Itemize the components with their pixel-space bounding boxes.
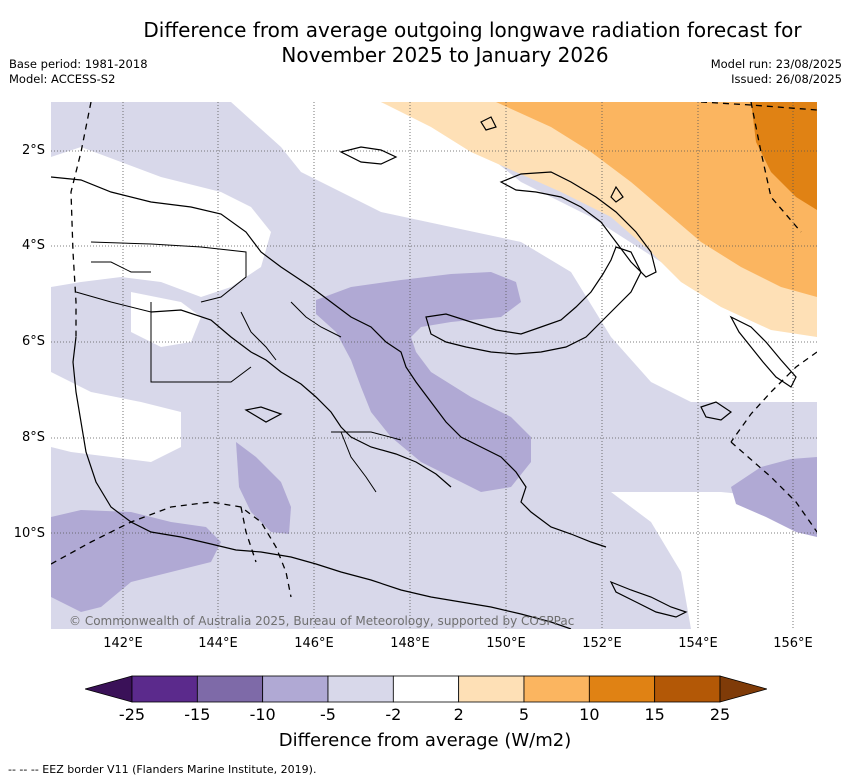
lon-label-150e: 150°E (486, 636, 526, 651)
colorbar-segment (588, 675, 656, 703)
colorbar-tick-label: -2 (385, 705, 402, 724)
meta-right: Model run: 23/08/2025 Issued: 26/08/2025 (711, 57, 842, 87)
positive-10-15 (751, 102, 817, 210)
title-line-1: Difference from average outgoing longwav… (143, 18, 802, 42)
lat-label-4s: 4°S (21, 238, 45, 253)
colorbar-tick-label: 15 (644, 705, 665, 724)
lat-label-8s: 8°S (21, 430, 45, 445)
negative-southwest (51, 510, 221, 612)
eez-legend-note: -- -- -- EEZ border V11 (Flanders Marine… (8, 763, 317, 776)
colorbar-extend-high (719, 675, 767, 703)
model-run: Model run: 23/08/2025 (710, 57, 842, 71)
colorbar-segment (262, 675, 329, 703)
lon-label-152e: 152°E (582, 636, 622, 651)
colorbar-tick-label: 2 (453, 705, 464, 724)
base-period: Base period: 1981-2018 (9, 57, 148, 71)
meta-left: Base period: 1981-2018 Model: ACCESS-S2 (9, 57, 148, 87)
issued-date: Issued: 26/08/2025 (731, 72, 842, 86)
colorbar-segment (523, 675, 590, 703)
colorbar-tick-label: -10 (249, 705, 276, 724)
colorbar-tick-label: -5 (320, 705, 336, 724)
colorbar-tick-label: 25 (709, 705, 731, 724)
model-name: Model: ACCESS-S2 (9, 72, 116, 86)
map-panel (51, 102, 817, 629)
colorbar-segment (196, 675, 264, 703)
colorbar-tick-label: 10 (579, 705, 600, 724)
copyright-notice: © Commonwealth of Australia 2025, Bureau… (69, 614, 575, 628)
positive-5-10 (496, 102, 817, 297)
colorbar-canvas (85, 675, 767, 703)
lon-label-146e: 146°E (294, 636, 334, 651)
neutral-south (611, 492, 817, 629)
colorbar-segment (654, 675, 721, 703)
eez-borders (51, 102, 817, 598)
colorbar-tick-label: 5 (518, 705, 530, 724)
coastline (51, 116, 797, 629)
neutral-left-blob (51, 147, 271, 297)
lon-label-148e: 148°E (390, 636, 430, 651)
map-title: Difference from average outgoing longwav… (0, 18, 850, 68)
lon-label-144e: 144°E (198, 636, 238, 651)
lat-label-10s: 10°S (13, 526, 45, 541)
neutral-band (231, 102, 817, 402)
colorbar-segment (327, 675, 394, 703)
colorbar-segment (131, 675, 198, 703)
colorbar-extend-low (85, 675, 133, 703)
colorbar-segment (392, 675, 460, 703)
negative-east (731, 457, 817, 537)
provincial-borders (75, 241, 402, 493)
lon-label-156e: 156°E (773, 636, 813, 651)
lon-label-142e: 142°E (103, 636, 143, 651)
colorbar (85, 675, 767, 703)
lat-label-6s: 6°S (21, 334, 45, 349)
negative-left (236, 442, 291, 534)
map-canvas (51, 102, 817, 629)
graticule (51, 102, 817, 629)
colorbar-tick-label: -15 (184, 705, 211, 724)
colorbar-title: Difference from average (W/m2) (278, 730, 572, 751)
colorbar-segment (458, 675, 525, 703)
neutral-small-1 (131, 292, 201, 347)
colorbar-tick-label: -25 (118, 705, 146, 724)
title-line-2: November 2025 to January 2026 (281, 43, 609, 67)
lat-label-2s: 2°S (21, 143, 45, 158)
lon-label-154e: 154°E (678, 636, 718, 651)
